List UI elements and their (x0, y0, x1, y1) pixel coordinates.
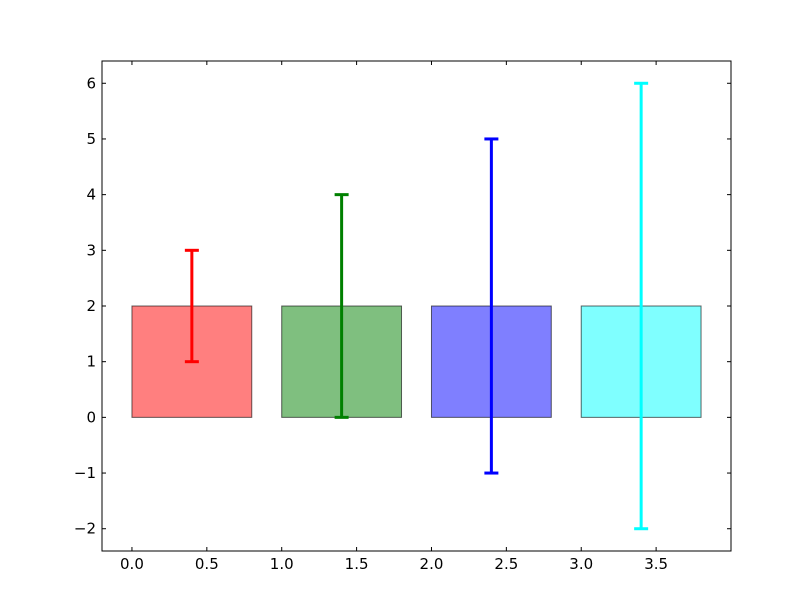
x-tick-label-7: 3.5 (644, 555, 668, 573)
y-axis-ticks: −2 −1 0 1 2 3 4 5 6 (74, 74, 731, 538)
x-tick-label-4: 2.0 (420, 555, 444, 573)
y-tick-label-3: 1 (86, 353, 96, 371)
y-tick-label-1: −1 (74, 464, 96, 482)
x-tick-label-1: 0.5 (195, 555, 219, 573)
y-tick-label-8: 6 (86, 74, 96, 92)
x-tick-label-6: 3.0 (569, 555, 593, 573)
x-tick-label-2: 1.0 (270, 555, 294, 573)
error-bars (184, 81, 649, 531)
x-tick-label-5: 2.5 (494, 555, 518, 573)
y-tick-label-6: 4 (86, 186, 96, 204)
x-axis-ticks: 0.0 0.5 1.0 1.5 2.0 2.5 3.0 3.5 (120, 61, 668, 573)
y-tick-label-7: 5 (86, 130, 96, 148)
y-tick-label-2: 0 (86, 408, 96, 426)
y-tick-label-5: 3 (86, 241, 96, 259)
x-tick-label-0: 0.0 (120, 555, 144, 573)
x-tick-label-3: 1.5 (345, 555, 369, 573)
y-tick-label-4: 2 (86, 297, 96, 315)
bars (131, 305, 702, 418)
y-tick-label-0: −2 (74, 520, 96, 538)
